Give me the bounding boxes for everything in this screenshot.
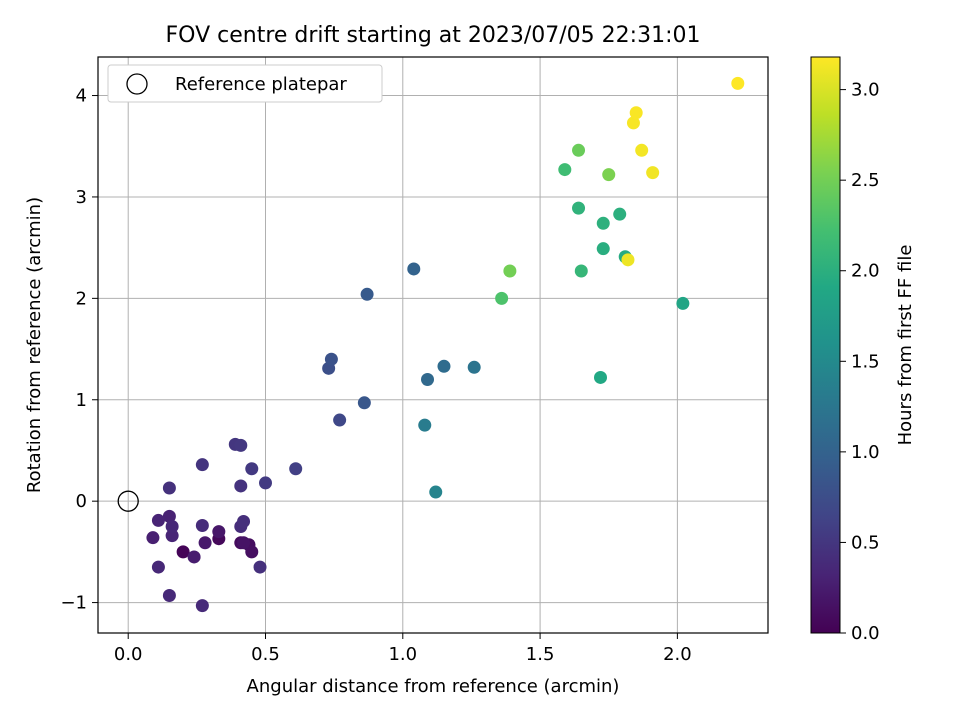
colorbar-tick-label: 1.5	[851, 351, 880, 372]
data-point	[594, 370, 607, 384]
data-point	[646, 166, 660, 180]
data-point	[162, 509, 176, 523]
data-point	[407, 262, 421, 276]
data-point	[245, 462, 259, 476]
y-tick-label: 3	[76, 187, 87, 208]
data-point	[495, 291, 509, 305]
colorbar-tick-label: 3.0	[851, 80, 880, 101]
data-point	[572, 201, 586, 215]
y-axis-ticks: −1 0 1 2 3 4	[60, 86, 98, 614]
colorbar-tick-label: 1.0	[851, 442, 880, 463]
data-point	[165, 529, 179, 543]
colorbar-label: Hours from first FF file	[895, 245, 916, 446]
x-tick-label: 0.5	[251, 644, 280, 665]
data-point	[212, 525, 226, 539]
plot-frame	[97, 56, 769, 634]
plot-area	[98, 57, 768, 633]
y-axis-label: Rotation from reference (arcmin)	[24, 197, 45, 493]
data-point	[289, 462, 303, 476]
legend-box	[107, 64, 383, 103]
y-tick-label: 2	[76, 288, 87, 309]
data-point	[333, 413, 347, 427]
data-point	[237, 536, 251, 550]
data-point	[195, 599, 209, 613]
data-point	[234, 479, 248, 493]
data-point	[596, 216, 610, 230]
data-point	[234, 438, 248, 452]
chart-title: FOV centre drift starting at 2023/07/05 …	[166, 23, 701, 48]
data-point	[245, 545, 259, 559]
data-points	[146, 76, 745, 613]
x-tick-label: 2.0	[663, 644, 692, 665]
colorbar-tick-label: 0.5	[851, 532, 880, 553]
colorbar-tick-label: 0.0	[851, 623, 880, 644]
y-tick-label: −1	[60, 593, 87, 614]
data-point	[635, 143, 649, 157]
data-point	[629, 106, 643, 120]
legend-label-reference: Reference platepar	[175, 74, 347, 95]
data-point	[237, 514, 251, 528]
y-tick-label: 1	[76, 390, 87, 411]
legend-marker-reference	[126, 73, 148, 95]
data-point	[676, 296, 690, 310]
data-point	[626, 116, 640, 130]
data-point	[162, 588, 176, 602]
x-tick-label: 0.0	[114, 644, 143, 665]
colorbar	[810, 56, 841, 634]
colorbar-tick-label: 2.0	[851, 261, 880, 282]
data-point	[429, 485, 443, 499]
data-point	[253, 560, 267, 574]
data-point	[151, 560, 165, 574]
data-point	[558, 163, 572, 177]
data-point	[162, 481, 176, 495]
data-point	[360, 287, 374, 301]
data-point	[357, 396, 371, 410]
data-point	[503, 264, 517, 278]
x-tick-label: 1.0	[388, 644, 417, 665]
data-point	[165, 520, 179, 534]
legend: Reference platepar	[107, 64, 383, 103]
y-tick-label: 0	[76, 491, 87, 512]
data-point	[195, 458, 209, 472]
data-point	[572, 143, 586, 157]
data-point	[195, 519, 209, 533]
reference-marker	[117, 490, 139, 512]
data-point	[259, 476, 272, 490]
colorbar-tick-label: 2.5	[851, 170, 880, 191]
data-point	[324, 352, 338, 366]
reference-point	[117, 490, 139, 512]
data-point	[198, 536, 212, 550]
data-point	[187, 550, 201, 564]
data-point	[421, 372, 435, 386]
colorbar-ticks: 0.0 0.5 1.0 1.5 2.0 2.5 3.0	[840, 80, 880, 644]
y-tick-label: 4	[76, 86, 87, 107]
data-point	[596, 242, 610, 256]
data-point	[613, 207, 627, 221]
data-point	[151, 513, 165, 527]
x-axis-label: Angular distance from reference (arcmin)	[247, 676, 620, 697]
data-point	[418, 418, 432, 432]
data-point	[467, 360, 481, 374]
data-point	[176, 545, 190, 559]
data-point	[621, 253, 635, 267]
data-point	[574, 264, 588, 278]
data-point	[146, 531, 160, 545]
x-tick-label: 1.5	[526, 644, 555, 665]
data-point	[437, 359, 451, 373]
data-point	[602, 168, 616, 182]
x-axis-ticks: 0.0 0.5 1.0 1.5 2.0	[114, 633, 692, 665]
data-point	[731, 76, 745, 90]
